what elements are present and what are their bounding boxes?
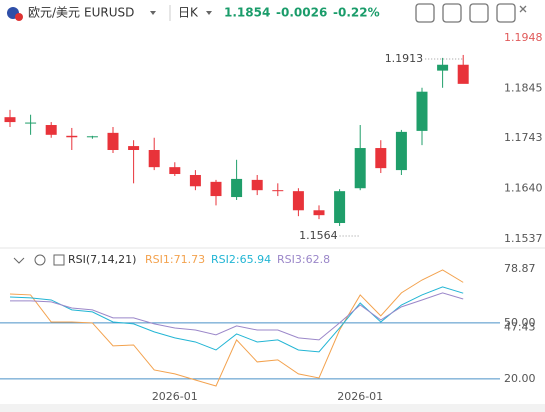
collapse-icon[interactable] [13, 257, 25, 264]
flag-icon [15, 13, 23, 21]
candle-body [4, 117, 16, 123]
tool-icon[interactable] [415, 3, 435, 23]
legend-entry: RSI3:62.8 [277, 253, 330, 266]
tool-icon[interactable] [442, 3, 462, 23]
y-tick-label: 20.00 [504, 372, 536, 385]
high-annotation: 1.1913 [385, 52, 424, 65]
legend-name: RSI1 [145, 253, 170, 266]
symbol[interactable]: EURUSD [84, 6, 134, 20]
low-annotation: 1.1564 [299, 229, 338, 242]
legend-value: 62.8 [306, 253, 331, 266]
candle-body [128, 146, 140, 151]
legend-value: 65.94 [240, 253, 272, 266]
candle-body [189, 174, 201, 187]
footer-strip [0, 404, 545, 412]
candle-body [148, 150, 160, 168]
rsi-line [10, 292, 464, 341]
candle-body [334, 191, 346, 224]
candle-body [66, 135, 78, 138]
legend-name: RSI2 [211, 253, 236, 266]
y-tick-label: 47.43 [504, 321, 536, 334]
candle-body [45, 125, 57, 135]
candle-body [313, 210, 325, 216]
rsi-line [9, 269, 464, 387]
candle-body [437, 64, 449, 71]
add-icon[interactable] [53, 254, 65, 266]
candle-body [292, 191, 304, 211]
candle-body [354, 148, 366, 189]
legend-name: RSI3 [277, 253, 302, 266]
legend-value: 71.73 [174, 253, 206, 266]
candle-body [416, 91, 428, 131]
dropdown-arrow[interactable] [206, 11, 212, 15]
candle-body [251, 179, 263, 191]
candle-body [25, 122, 37, 124]
legend-entry: RSI1:71.73 [145, 253, 205, 266]
dropdown-arrow[interactable] [150, 11, 156, 15]
y-tick-label: 1.1845 [504, 81, 543, 94]
y-tick-label: 1.1743 [504, 131, 543, 144]
candle-body [457, 64, 469, 84]
close-icon[interactable] [519, 5, 527, 13]
header-bar [0, 0, 545, 27]
y-tick-label: 1.1948 [504, 31, 543, 44]
settings-icon[interactable] [34, 254, 46, 266]
candle-body [272, 190, 284, 192]
candle-body [395, 131, 407, 171]
candle-body [107, 132, 119, 151]
legend-separator: : [302, 253, 306, 266]
legend-entry: RSI2:65.94 [211, 253, 271, 266]
y-tick-label: 1.1640 [504, 182, 543, 195]
x-tick-label: 2026-01 [152, 390, 198, 403]
candle-body [86, 136, 98, 138]
candle-body [169, 167, 181, 175]
tool-icon[interactable] [496, 3, 516, 23]
indicator-title: RSI(7,14,21) [68, 253, 136, 266]
change-pct: -0.22% [333, 6, 380, 20]
y-tick-label: 1.1537 [504, 232, 543, 245]
candle-body [210, 181, 222, 197]
y-tick-label: 78.87 [504, 262, 536, 275]
candle-body [231, 178, 243, 198]
price: 1.1854 [224, 6, 270, 20]
instrument-name[interactable]: 欧元/美元 [28, 6, 80, 20]
y-tick-label: 50.00 [504, 316, 536, 329]
timeframe[interactable]: 日K [178, 6, 199, 20]
legend-separator: : [236, 253, 240, 266]
legend-separator: : [170, 253, 174, 266]
candle-body [375, 148, 387, 169]
rsi-line [9, 286, 464, 353]
x-tick-label: 2026-01 [337, 390, 383, 403]
tool-icon[interactable] [469, 3, 489, 23]
change: -0.0026 [276, 6, 327, 20]
